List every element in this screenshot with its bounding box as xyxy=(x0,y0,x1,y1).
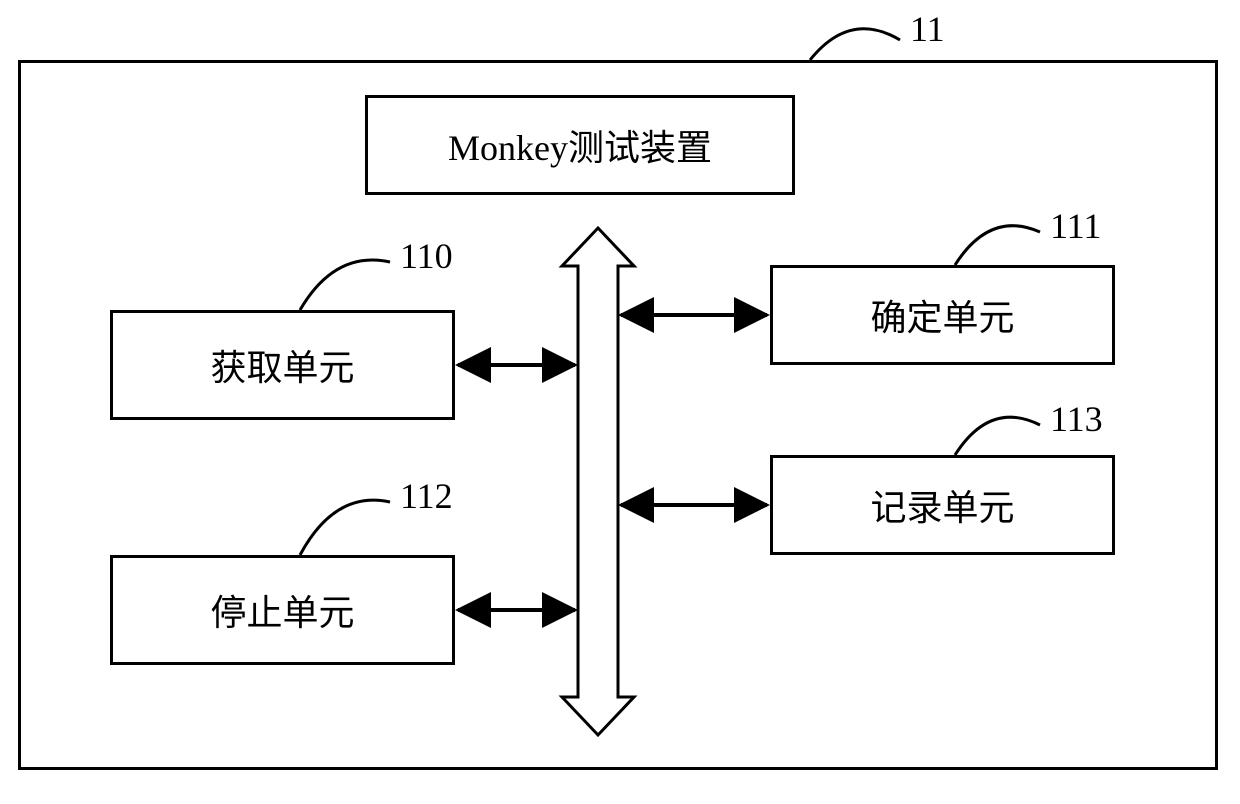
block-record-label: 记录单元 xyxy=(870,479,1014,531)
title-label: Monkey测试装置 xyxy=(448,119,712,171)
block-stop-label: 停止单元 xyxy=(210,584,354,636)
block-stop: 停止单元 xyxy=(110,555,455,665)
ref-determine: 111 xyxy=(1050,205,1101,247)
diagram-canvas: Monkey测试装置 获取单元 确定单元 停止单元 记录单元 11 110 11… xyxy=(0,0,1240,804)
block-determine: 确定单元 xyxy=(770,265,1115,365)
block-acquire-label: 获取单元 xyxy=(210,339,354,391)
block-record: 记录单元 xyxy=(770,455,1115,555)
block-determine-label: 确定单元 xyxy=(870,289,1014,341)
ref-record: 113 xyxy=(1050,398,1103,440)
block-acquire: 获取单元 xyxy=(110,310,455,420)
ref-acquire: 110 xyxy=(400,235,453,277)
title-box: Monkey测试装置 xyxy=(365,95,795,195)
leader-outer xyxy=(810,29,900,60)
ref-stop: 112 xyxy=(400,475,453,517)
ref-outer: 11 xyxy=(910,8,945,50)
